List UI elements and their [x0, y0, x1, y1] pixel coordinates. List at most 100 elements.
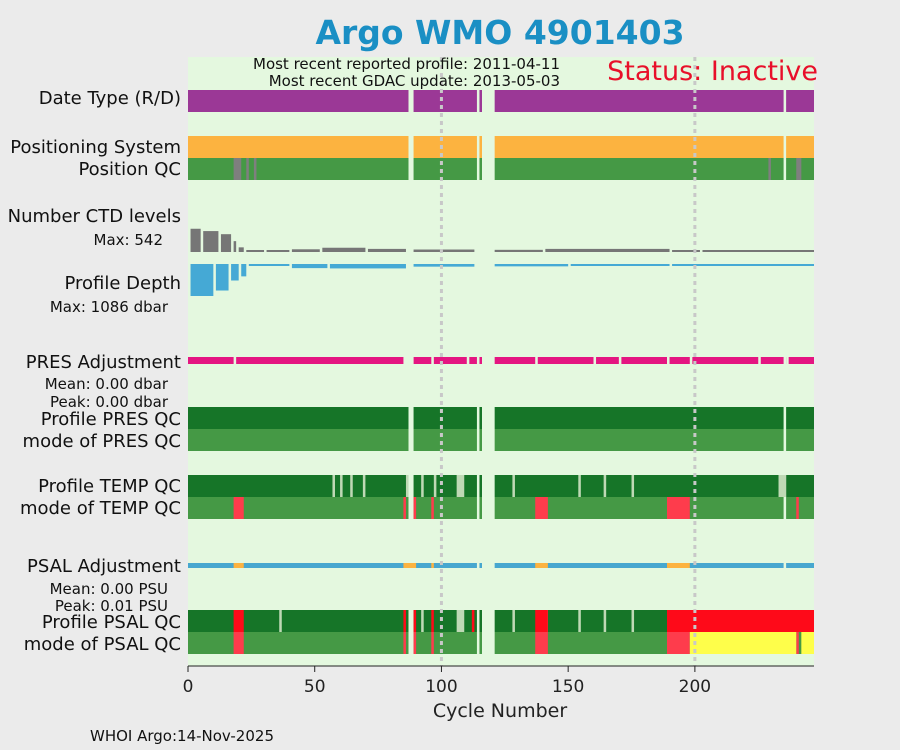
psal-adjustment-alt-segment	[667, 563, 690, 568]
x-tick-label: 50	[304, 677, 326, 697]
ctd-levels-bar	[702, 250, 814, 252]
temp-qc-bad-segment	[413, 497, 417, 519]
row-label-ctd-levels: Number CTD levels	[8, 206, 181, 227]
row-label-mode-pres-qc: mode of PRES QC	[23, 431, 181, 452]
profile-temp-qc-bar	[494, 475, 784, 497]
footer-label: WHOI Argo:14-Nov-2025	[90, 727, 274, 745]
row-label-mode-psal-qc: mode of PSAL QC	[24, 634, 181, 655]
psal-mode-bad-segment	[535, 632, 548, 654]
position-qc-gray-segment	[768, 158, 771, 180]
pres-adjustment-gap	[466, 357, 470, 364]
psal-adjustment-peak-label: Peak: 0.01 PSU	[55, 597, 168, 615]
position-qc-gray-segment	[233, 158, 242, 180]
x-axis-ticks: 0 50 100 150 200	[183, 665, 814, 697]
psal-adjustment-line	[786, 563, 814, 568]
row-label-profile-temp-qc: Profile TEMP QC	[38, 476, 181, 497]
pres-adjustment-line	[413, 357, 477, 364]
x-tick-label: 0	[183, 677, 194, 697]
temp-qc-pale-segment	[778, 475, 787, 497]
chart-title: Argo WMO 4901403	[315, 13, 684, 52]
psal-qc-red-segment	[431, 610, 434, 632]
mode-pres-qc-bar	[786, 429, 814, 451]
profile-depth-bar	[241, 264, 247, 277]
row-label-profile-depth: Profile Depth	[64, 273, 181, 294]
pres-adjustment-gap	[667, 357, 670, 364]
data-type-bar	[479, 90, 482, 112]
psal-mode-bad-segment	[403, 632, 406, 654]
positioning-system-bar	[413, 136, 477, 158]
psal-qc-red-segment	[535, 610, 548, 632]
profile-depth-bar	[190, 264, 214, 296]
psal-mode-bad-segment	[413, 632, 417, 654]
pres-adjustment-gap	[689, 357, 693, 364]
pres-adjustment-gap	[431, 357, 434, 364]
profile-depth-bar	[248, 264, 290, 266]
pres-adjustment-gap	[535, 357, 538, 364]
profile-temp-qc-bar	[479, 475, 482, 497]
mode-temp-qc-bar	[494, 497, 784, 519]
ctd-levels-bar	[494, 249, 543, 252]
mode-pres-qc-bar	[494, 429, 784, 451]
data-type-bar	[786, 90, 814, 112]
reference-lines	[439, 57, 697, 666]
pres-adjustment-line	[786, 357, 814, 364]
x-axis-label: Cycle Number	[433, 700, 567, 722]
row-label-profile-psal-qc: Profile PSAL QC	[42, 612, 181, 633]
temp-qc-pale-segment	[362, 475, 366, 497]
psal-qc-pale-segment	[578, 610, 581, 632]
profile-depth-bar	[494, 264, 569, 267]
profile-depth-bar	[329, 264, 406, 269]
row-label-psal-adjustment: PSAL Adjustment	[27, 556, 181, 577]
psal-mode-bad-segment	[796, 632, 799, 654]
positioning-system-bar	[786, 136, 814, 158]
profile-pres-qc-bar	[479, 407, 482, 429]
profile-pres-qc-bar	[494, 407, 784, 429]
psal-mode-yellow-segment	[801, 632, 814, 654]
psal-adjustment-line	[188, 563, 409, 568]
temp-qc-pale-segment	[578, 475, 581, 497]
profile-depth-bar	[291, 264, 328, 269]
psal-qc-red-segment	[413, 610, 417, 632]
psal-qc-red-segment	[471, 610, 475, 632]
pres-adjustment-mean-label: Mean: 0.00 dbar	[45, 375, 169, 393]
psal-adjustment-line	[413, 563, 477, 568]
temp-qc-bad-segment	[535, 497, 548, 519]
temp-qc-pale-segment	[340, 475, 343, 497]
ctd-levels-bar	[203, 231, 219, 252]
psal-qc-pale-segment	[512, 610, 515, 632]
temp-qc-pale-segment	[512, 475, 515, 497]
profile-temp-qc-bar	[188, 475, 409, 497]
mode-psal-qc-bar	[413, 632, 477, 654]
psal-mode-bad-segment	[667, 632, 690, 654]
mode-psal-qc-bar	[188, 632, 409, 654]
positioning-system-bar	[188, 136, 409, 158]
position-qc-bar	[188, 158, 409, 180]
pres-adjustment-gap	[593, 357, 597, 364]
temp-qc-pale-segment	[433, 475, 437, 497]
most-recent-gdac-label: Most recent GDAC update: 2013-05-03	[269, 72, 560, 90]
data-type-bar	[494, 90, 784, 112]
mode-temp-qc-bar	[188, 497, 409, 519]
mode-temp-qc-bar	[479, 497, 482, 519]
ctd-levels-bar	[291, 249, 320, 252]
mode-pres-qc-bar	[479, 429, 482, 451]
ctd-levels-bar	[367, 248, 406, 252]
psal-adjustment-mean-label: Mean: 0.00 PSU	[50, 580, 168, 598]
psal-qc-red-segment	[667, 610, 814, 632]
row-label-profile-pres-qc: Profile PRES QC	[41, 409, 181, 430]
pres-adjustment-gap	[758, 357, 761, 364]
ctd-levels-bar	[266, 250, 290, 252]
psal-adjustment-line	[494, 563, 784, 568]
position-qc-bar	[413, 158, 477, 180]
temp-qc-pale-segment	[456, 475, 465, 497]
psal-adjustment-alt-segment	[403, 563, 417, 568]
pres-adjustment-line	[479, 357, 482, 364]
pres-adjustment-gap	[618, 357, 622, 364]
psal-qc-pale-segment	[631, 610, 635, 632]
x-tick-label: 150	[552, 677, 584, 697]
psal-qc-pale-segment	[279, 610, 282, 632]
temp-qc-pale-segment	[421, 475, 424, 497]
pres-adjustment-gap	[233, 357, 237, 364]
psal-qc-pale-segment	[603, 610, 607, 632]
